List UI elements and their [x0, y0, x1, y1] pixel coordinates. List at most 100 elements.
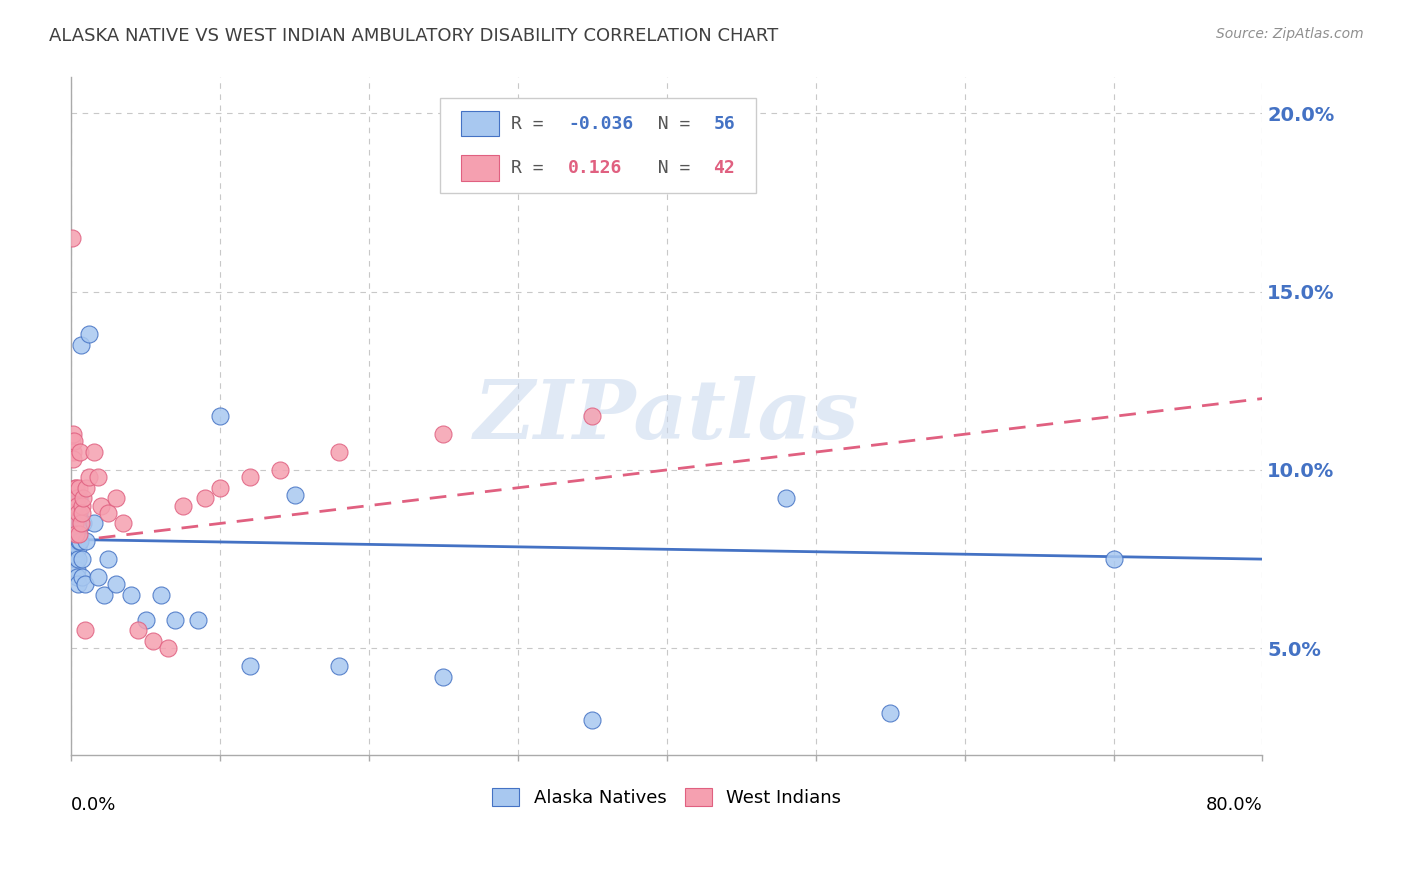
Point	[62, 445, 84, 459]
Point	[65, 552, 87, 566]
Point	[69, 516, 91, 531]
Point	[72, 506, 94, 520]
Point	[66, 491, 89, 506]
Point	[75, 481, 97, 495]
Point	[73, 577, 96, 591]
Point	[165, 613, 187, 627]
Point	[62, 541, 84, 556]
Text: 0.0%: 0.0%	[72, 796, 117, 814]
Point	[67, 534, 90, 549]
Text: Source: ZipAtlas.com: Source: ZipAtlas.com	[1216, 27, 1364, 41]
Point	[60, 534, 83, 549]
Text: 80.0%: 80.0%	[1206, 796, 1263, 814]
Text: R =: R =	[510, 114, 554, 133]
Text: R =: R =	[510, 160, 565, 178]
Point	[66, 534, 89, 549]
Point	[581, 409, 603, 424]
Point	[149, 588, 172, 602]
Point	[142, 634, 165, 648]
Point	[65, 506, 87, 520]
Point	[67, 552, 90, 566]
Point	[87, 470, 110, 484]
Point	[67, 491, 90, 506]
Point	[83, 445, 105, 459]
Text: -0.036: -0.036	[568, 114, 633, 133]
Point	[72, 491, 94, 506]
Point	[97, 506, 120, 520]
Text: 42: 42	[713, 160, 735, 178]
Text: N =: N =	[636, 114, 702, 133]
Text: 0.126: 0.126	[568, 160, 623, 178]
Point	[67, 527, 90, 541]
Point	[65, 531, 87, 545]
Point	[67, 481, 90, 495]
Point	[77, 470, 100, 484]
Point	[66, 570, 89, 584]
Point	[66, 541, 89, 556]
Point	[112, 516, 135, 531]
Point	[90, 499, 112, 513]
Point	[60, 231, 83, 245]
Point	[70, 338, 93, 352]
Point	[194, 491, 217, 506]
Point	[63, 481, 86, 495]
Point	[66, 563, 89, 577]
Point	[239, 659, 262, 673]
Point	[328, 445, 350, 459]
Point	[284, 488, 307, 502]
Point	[209, 481, 232, 495]
Point	[69, 534, 91, 549]
Text: N =: N =	[636, 160, 702, 178]
Point	[62, 549, 84, 563]
Point	[65, 524, 87, 538]
Point	[879, 706, 901, 720]
Point	[209, 409, 232, 424]
Point	[63, 516, 86, 531]
Point	[72, 516, 94, 531]
Point	[65, 534, 87, 549]
Point	[63, 527, 86, 541]
Point	[127, 624, 149, 638]
Point	[72, 570, 94, 584]
Point	[69, 445, 91, 459]
Point	[73, 624, 96, 638]
Point	[65, 481, 87, 495]
Text: ZIPatlas: ZIPatlas	[474, 376, 859, 457]
Point	[104, 577, 127, 591]
Point	[87, 570, 110, 584]
Point	[432, 670, 454, 684]
Point	[62, 527, 84, 541]
Point	[77, 327, 100, 342]
Point	[63, 552, 86, 566]
Point	[62, 531, 84, 545]
Point	[66, 516, 89, 531]
FancyBboxPatch shape	[461, 155, 499, 181]
Legend: Alaska Natives, West Indians: Alaska Natives, West Indians	[492, 788, 841, 807]
Point	[67, 506, 90, 520]
Point	[104, 491, 127, 506]
Point	[62, 452, 84, 467]
Point	[62, 434, 84, 449]
Point	[157, 641, 180, 656]
Point	[62, 524, 84, 538]
Point	[65, 527, 87, 541]
Point	[97, 552, 120, 566]
Point	[120, 588, 142, 602]
Point	[328, 659, 350, 673]
Point	[269, 463, 291, 477]
Point	[62, 434, 84, 449]
Point	[775, 491, 797, 506]
Point	[83, 516, 105, 531]
Point	[66, 524, 89, 538]
Point	[239, 470, 262, 484]
Point	[187, 613, 209, 627]
Point	[70, 516, 93, 531]
Point	[93, 588, 115, 602]
Point	[63, 538, 86, 552]
Point	[75, 534, 97, 549]
Point	[63, 499, 86, 513]
Point	[581, 713, 603, 727]
Point	[70, 552, 93, 566]
Point	[1102, 552, 1125, 566]
Point	[135, 613, 157, 627]
